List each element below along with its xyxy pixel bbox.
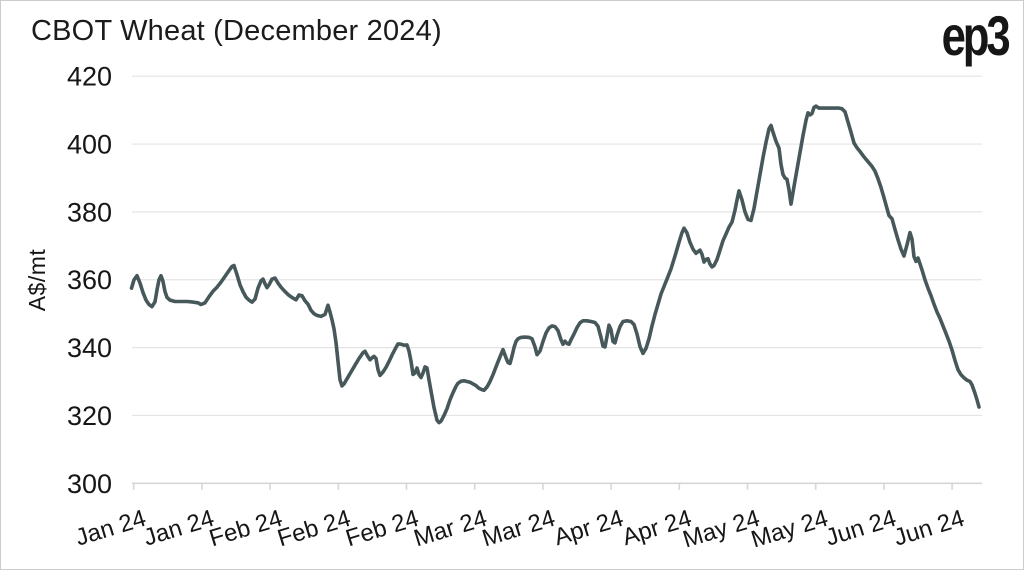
- x-tick-label: Feb 24: [274, 505, 353, 553]
- x-tick-label: Feb 24: [343, 505, 422, 553]
- chart-title: CBOT Wheat (December 2024): [31, 15, 442, 47]
- y-tick-label: 420: [67, 62, 112, 92]
- y-tick-label: 340: [67, 333, 112, 363]
- x-tick-label: Mar 24: [479, 505, 558, 553]
- y-tick-label: 400: [67, 130, 112, 160]
- y-tick-label: 320: [67, 401, 112, 431]
- y-tick-label: 360: [67, 265, 112, 295]
- x-tick-label: Jan 24: [72, 505, 149, 552]
- x-tick-label: Apr 24: [551, 505, 627, 551]
- x-tick-label: Feb 24: [206, 505, 285, 553]
- x-tick-label: Mar 24: [411, 505, 490, 553]
- x-tick-label: May 24: [748, 505, 831, 554]
- y-tick-label: 380: [67, 197, 112, 227]
- price-line-series: [129, 104, 981, 425]
- x-tick-label: Jun 24: [891, 505, 968, 552]
- y-tick-label: 300: [67, 469, 112, 499]
- x-tick-label: Jun 24: [823, 505, 900, 552]
- ep3-logo: ep3: [941, 4, 1010, 67]
- y-axis-title: A$/mt: [24, 249, 50, 312]
